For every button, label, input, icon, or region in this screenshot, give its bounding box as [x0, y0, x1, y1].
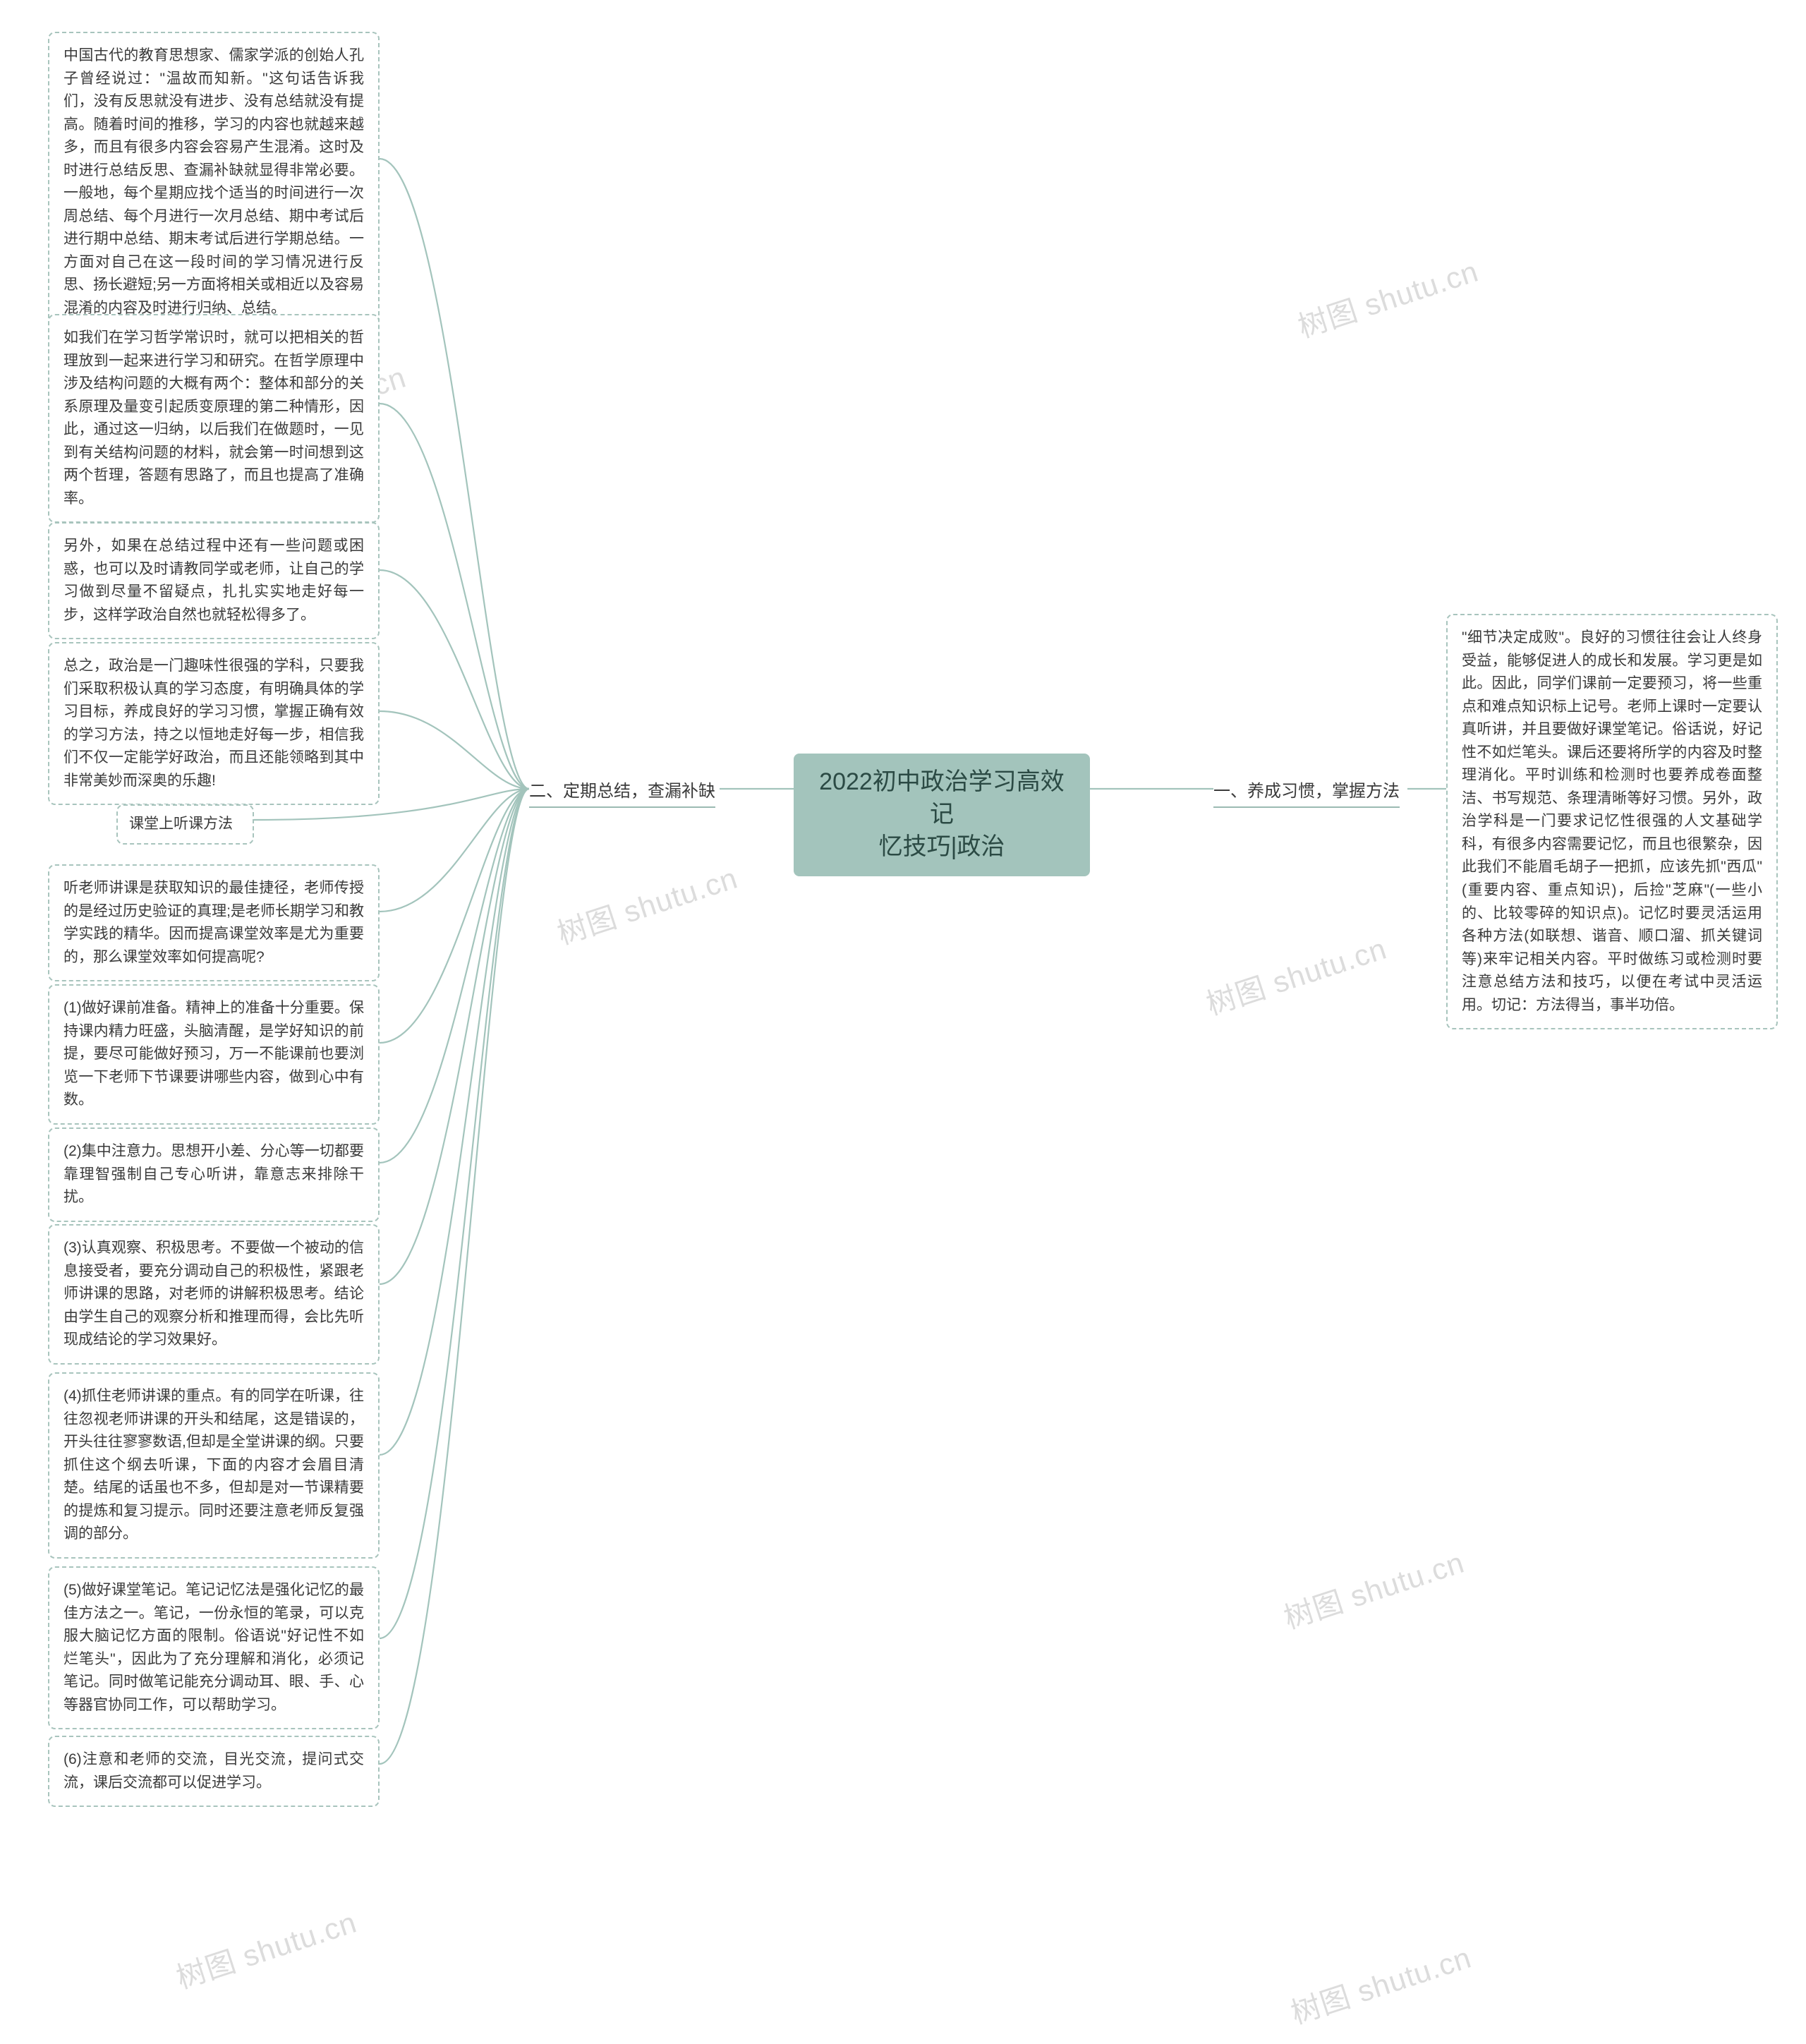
center-node: 2022初中政治学习高效记 忆技巧|政治	[794, 754, 1090, 876]
watermark: 树图 shutu.cn	[1278, 1539, 1469, 1638]
branch-right: 一、养成习惯，掌握方法	[1213, 780, 1400, 804]
center-line1: 2022初中政治学习高效记	[819, 768, 1065, 828]
connector	[380, 789, 529, 1455]
connector	[380, 570, 529, 789]
connector	[380, 789, 529, 1638]
branch-left: 二、定期总结，查漏补缺	[529, 780, 715, 804]
leaf-left-0: 中国古代的教育思想家、儒家学派的创始人孔子曾经说过："温故而知新。"这句话告诉我…	[48, 32, 380, 333]
connector	[380, 789, 529, 912]
leaf-left-3: 总之，政治是一门趣味性很强的学科，只要我们采取积极认真的学习态度，有明确具体的学…	[48, 642, 380, 805]
leaf-left-10: (5)做好课堂笔记。笔记记忆法是强化记忆的最佳方法之一。笔记，一份永恒的笔录，可…	[48, 1566, 380, 1729]
leaf-left-5: 听老师讲课是获取知识的最佳捷径，老师传授的是经过历史验证的真理;是老师长期学习和…	[48, 864, 380, 981]
connector	[380, 789, 529, 1043]
leaf-left-4: 课堂上听课方法	[116, 804, 254, 845]
leaf-left-2: 另外，如果在总结过程中还有一些问题或困惑，也可以及时请教同学或老师，让自己的学习…	[48, 522, 380, 639]
connector	[380, 159, 529, 789]
connector	[380, 789, 529, 1764]
leaf-left-6: (1)做好课前准备。精神上的准备十分重要。保持课内精力旺盛，头脑清醒，是学好知识…	[48, 984, 380, 1125]
watermark: 树图 shutu.cn	[551, 854, 742, 953]
connector	[380, 711, 529, 789]
leaf-right-0: "细节决定成败"。良好的习惯往往会让人终身受益，能够促进人的成长和发展。学习更是…	[1446, 614, 1778, 1029]
leaf-left-9: (4)抓住老师讲课的重点。有的同学在听课，往往忽视老师讲课的开头和结尾，这是错误…	[48, 1372, 380, 1559]
center-line2: 忆技巧|政治	[879, 833, 1005, 860]
leaf-left-8: (3)认真观察、积极思考。不要做一个被动的信息接受者，要充分调动自己的积极性，紧…	[48, 1224, 380, 1365]
connector	[380, 789, 529, 1163]
leaf-left-11: (6)注意和老师的交流，目光交流，提问式交流，课后交流都可以促进学习。	[48, 1736, 380, 1807]
leaf-left-1: 如我们在学习哲学常识时，就可以把相关的哲理放到一起来进行学习和研究。在哲学原理中…	[48, 314, 380, 523]
watermark: 树图 shutu.cn	[1292, 248, 1483, 346]
watermark: 树图 shutu.cn	[1200, 925, 1391, 1024]
leaf-left-7: (2)集中注意力。思想开小差、分心等一切都要靠理智强制自己专心听讲，靠意志来排除…	[48, 1127, 380, 1222]
watermark: 树图 shutu.cn	[170, 1899, 361, 1997]
connector	[380, 789, 529, 1284]
connector	[380, 404, 529, 789]
watermark: 树图 shutu.cn	[1285, 1934, 1476, 2033]
